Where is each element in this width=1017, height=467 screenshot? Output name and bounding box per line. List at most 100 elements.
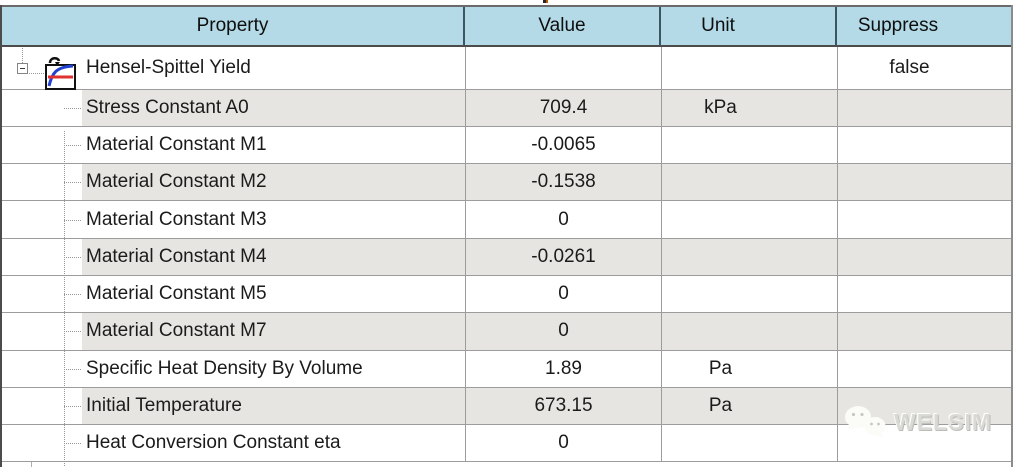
- tree-branch-connector: [64, 144, 81, 146]
- table-row[interactable]: Heat Conversion Constant eta 0: [2, 425, 1011, 463]
- suppress-cell[interactable]: [838, 238, 1011, 275]
- table-row[interactable]: Material Constant M5 0: [2, 275, 1011, 314]
- value-text: 0: [558, 432, 569, 454]
- table-row[interactable]: Material Constant M2 -0.1538: [2, 164, 1011, 202]
- column-header-suppress[interactable]: Suppress: [857, 15, 939, 36]
- column-header-unit[interactable]: Unit: [661, 7, 837, 45]
- suppress-text: false: [889, 56, 930, 78]
- property-cell[interactable]: Stress Constant A0: [2, 89, 466, 126]
- value-cell[interactable]: 0: [466, 201, 662, 238]
- value-cell[interactable]: 0: [466, 313, 662, 350]
- tree-branch-connector: [64, 294, 81, 296]
- value-text: -0.0065: [531, 133, 596, 155]
- suppress-cell[interactable]: [838, 164, 1011, 201]
- suppress-cell[interactable]: [838, 127, 1011, 163]
- property-cell[interactable]: Material Constant M2: [2, 164, 466, 201]
- property-label: Material Constant M5: [86, 283, 267, 305]
- property-label: Material Constant M4: [86, 245, 267, 267]
- tree-branch-line: [22, 48, 23, 63]
- unit-cell[interactable]: [662, 275, 838, 313]
- property-label: Material Constant M7: [86, 320, 267, 342]
- table-row[interactable]: Material Constant M1 -0.0065: [2, 126, 1011, 165]
- value-cell[interactable]: 0: [466, 275, 662, 313]
- table-row[interactable]: Initial Temperature 673.15 Pa: [2, 387, 1011, 426]
- table-row[interactable]: Material Constant M3 0: [2, 201, 1011, 239]
- material-curve-icon: [45, 57, 76, 90]
- suppress-cell[interactable]: [838, 89, 1011, 126]
- value-text: 0: [558, 208, 569, 230]
- property-cell[interactable]: Specific Heat Density By Volume: [2, 350, 466, 387]
- table-header-row: Property Value Unit Suppress: [2, 5, 1011, 47]
- value-cell[interactable]: 0: [466, 425, 662, 462]
- tree-branch-connector: [64, 182, 81, 184]
- column-header-property[interactable]: Property: [2, 7, 465, 45]
- unit-cell[interactable]: [662, 126, 838, 164]
- value-text: 0: [558, 320, 569, 342]
- unit-cell[interactable]: kPa: [662, 89, 838, 126]
- row-shade: [82, 313, 465, 350]
- value-text: -0.1538: [531, 171, 596, 193]
- value-cell[interactable]: [466, 47, 662, 89]
- table-row[interactable]: Material Constant M7 0: [2, 313, 1011, 351]
- suppress-cell[interactable]: [838, 201, 1011, 237]
- property-cell[interactable]: Hensel-Spittel Yield: [2, 47, 466, 89]
- table-body: Hensel-Spittel Yield false Stress Consta…: [2, 47, 1011, 467]
- value-text: 1.89: [545, 357, 582, 379]
- value-text: 673.15: [534, 395, 593, 417]
- welsim-watermark: WELSIM: [843, 404, 992, 440]
- tree-branch-connector: [64, 406, 81, 408]
- row-shade: [82, 164, 465, 201]
- property-cell[interactable]: Material Constant M1: [2, 126, 466, 164]
- property-cell[interactable]: Material Constant M3: [2, 201, 466, 238]
- cropped-glyph: [546, 0, 548, 3]
- unit-text: Pa: [708, 395, 733, 417]
- suppress-cell[interactable]: [838, 313, 1011, 350]
- suppress-cell[interactable]: false: [838, 47, 1011, 89]
- value-text: 0: [558, 283, 569, 305]
- unit-cell[interactable]: [662, 425, 838, 462]
- column-header-value[interactable]: Value: [465, 7, 661, 45]
- table-row[interactable]: Hensel-Spittel Yield false: [2, 47, 1011, 90]
- property-label: Hensel-Spittel Yield: [86, 56, 251, 78]
- tree-branch-line: [64, 131, 65, 467]
- cropped-glyph: [543, 0, 546, 3]
- unit-cell[interactable]: [662, 201, 838, 238]
- table-row[interactable]: Material Constant M4 -0.0261: [2, 238, 1011, 276]
- property-label: Initial Temperature: [86, 395, 242, 417]
- value-cell[interactable]: -0.1538: [466, 164, 662, 201]
- tree-branch-connector: [64, 219, 81, 221]
- value-text: 709.4: [539, 96, 588, 118]
- value-cell[interactable]: 709.4: [466, 89, 662, 126]
- table-row[interactable]: Stress Constant A0 709.4 kPa: [2, 89, 1011, 127]
- suppress-cell[interactable]: [838, 351, 1011, 387]
- unit-text: kPa: [704, 96, 737, 118]
- property-cell[interactable]: Material Constant M7: [2, 313, 466, 350]
- property-cell[interactable]: Material Constant M4: [2, 238, 466, 275]
- property-label: Specific Heat Density By Volume: [86, 357, 363, 379]
- property-cell[interactable]: Heat Conversion Constant eta: [2, 425, 466, 462]
- suppress-cell[interactable]: [838, 276, 1011, 312]
- value-cell[interactable]: -0.0261: [466, 238, 662, 275]
- value-cell[interactable]: -0.0065: [466, 126, 662, 164]
- value-cell[interactable]: 1.89: [466, 350, 662, 387]
- property-label: Material Constant M3: [86, 208, 267, 230]
- unit-cell[interactable]: Pa: [662, 387, 838, 425]
- property-cell[interactable]: Initial Temperature: [2, 387, 466, 425]
- tree-branch-connector: [64, 368, 81, 370]
- table-row[interactable]: Specific Heat Density By Volume 1.89 Pa: [2, 350, 1011, 388]
- tree-branch-connector: [64, 256, 81, 258]
- property-cell[interactable]: Material Constant M5: [2, 275, 466, 313]
- unit-cell[interactable]: [662, 164, 838, 201]
- tree-branch-line: [29, 73, 44, 74]
- value-cell[interactable]: 673.15: [466, 387, 662, 425]
- tree-branch-connector: [64, 331, 81, 333]
- unit-cell[interactable]: Pa: [662, 350, 838, 387]
- unit-cell[interactable]: [662, 313, 838, 350]
- tree-expander-collapse[interactable]: [17, 63, 28, 74]
- property-label: Material Constant M1: [86, 133, 267, 155]
- unit-cell[interactable]: [662, 238, 838, 275]
- property-table: Property Value Unit Suppress Hensel-Spit…: [0, 5, 1013, 467]
- minus-icon: [20, 68, 25, 69]
- unit-cell[interactable]: [662, 47, 838, 89]
